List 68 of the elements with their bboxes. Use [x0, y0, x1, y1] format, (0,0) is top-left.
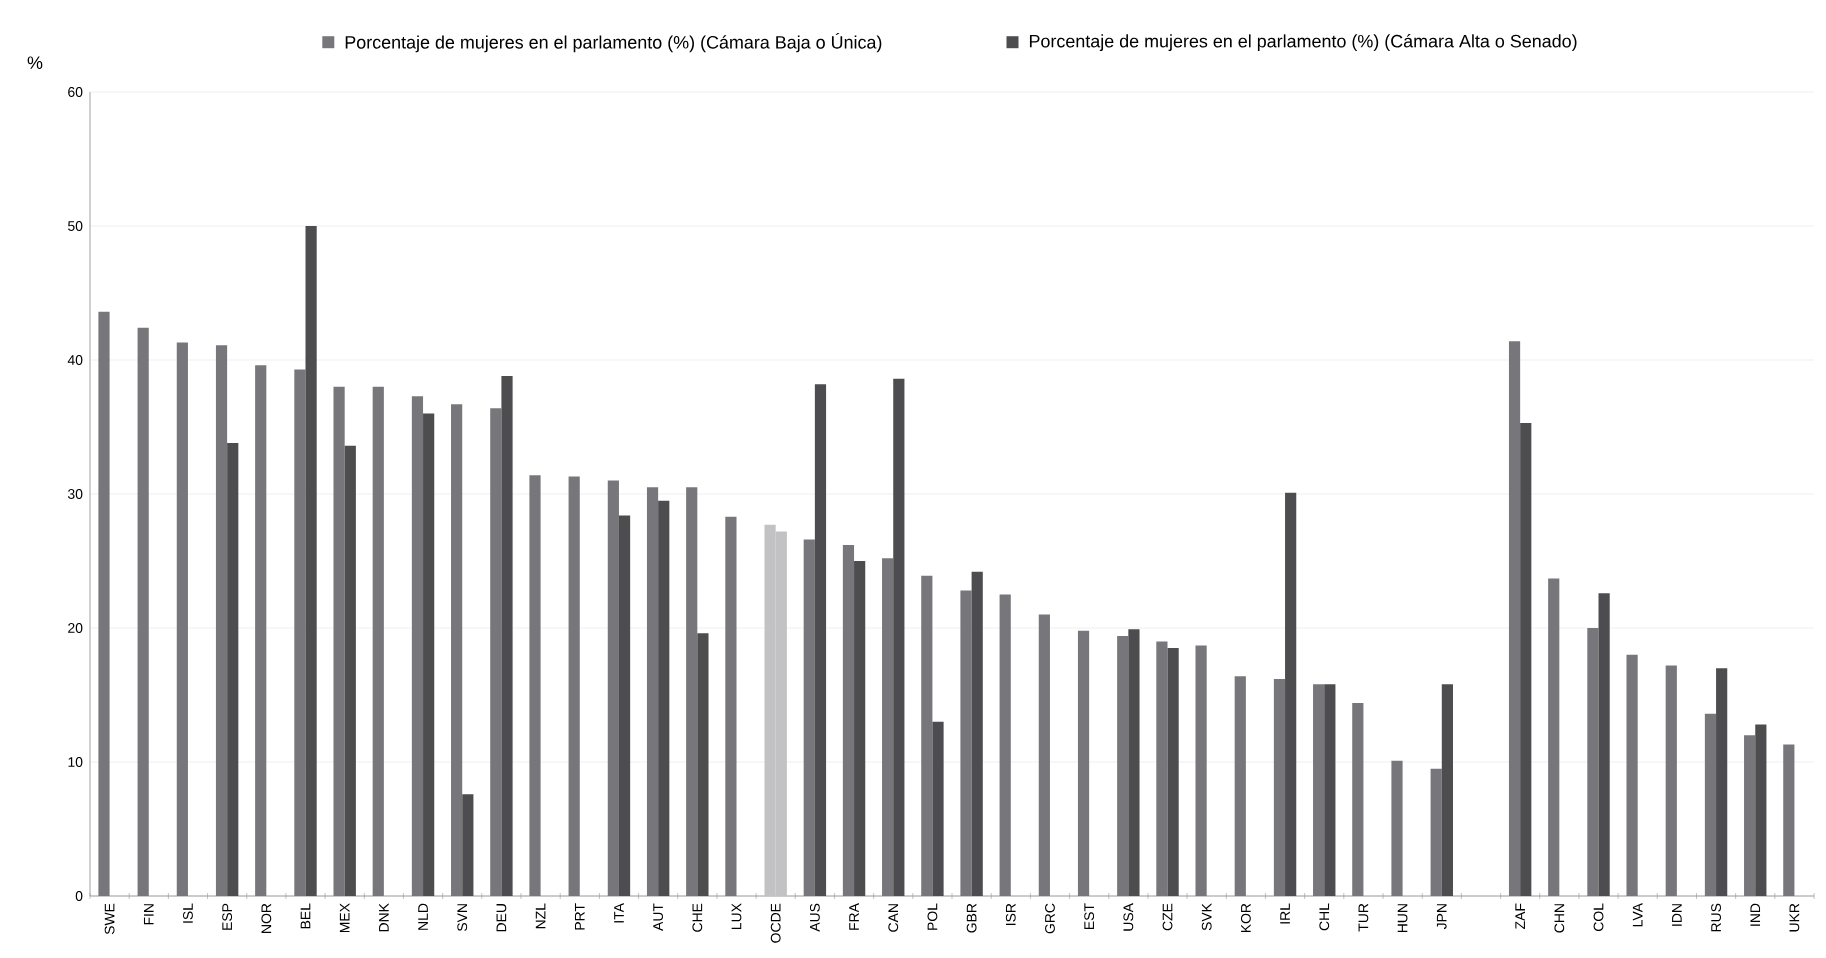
bar [686, 487, 698, 896]
bar [372, 386, 384, 896]
bar [1783, 744, 1795, 896]
bar [462, 794, 474, 896]
bar [960, 590, 972, 896]
bar [1038, 614, 1050, 896]
bar [1665, 665, 1677, 896]
bar [646, 487, 659, 896]
bar [305, 226, 317, 896]
bar [294, 369, 306, 896]
bar [1273, 678, 1286, 896]
bar [568, 476, 580, 896]
bar [411, 396, 424, 896]
bar [1156, 641, 1168, 896]
bar [98, 311, 110, 896]
legend-label: Porcentaje de mujeres en el parlamento (%) (Cámara Alta o Senado) [1029, 34, 1577, 52]
bar [1626, 654, 1638, 896]
bar [921, 575, 933, 896]
bar [842, 544, 855, 896]
bar [451, 404, 463, 896]
bar [1548, 578, 1560, 896]
bar [255, 365, 267, 896]
bar [607, 480, 619, 896]
bar [227, 443, 239, 896]
bar [529, 475, 541, 896]
bar [999, 594, 1011, 896]
bar [971, 571, 983, 896]
bar [137, 327, 149, 896]
bar [1117, 636, 1129, 896]
bar [1313, 684, 1325, 896]
bar [490, 408, 502, 896]
bar [1234, 676, 1246, 896]
legend-label: Porcentaje de mujeres en el parlamento (%) (Cámara Baja o Única) [345, 32, 882, 53]
bar [882, 558, 894, 896]
bar [215, 345, 228, 896]
bar [1520, 422, 1532, 896]
bar [932, 721, 944, 896]
bar [658, 500, 670, 896]
bar [803, 539, 815, 896]
bar [1077, 630, 1090, 896]
y-axis-title: % [27, 56, 43, 69]
bar [618, 515, 631, 896]
bar [893, 378, 905, 896]
bar [501, 376, 513, 896]
bar [176, 342, 188, 896]
bar [854, 561, 866, 896]
bar [1598, 593, 1610, 896]
bar [1352, 703, 1364, 896]
bar [1285, 492, 1297, 896]
bar [1167, 648, 1179, 896]
bar [423, 413, 435, 896]
bar [1716, 668, 1728, 896]
bar [1755, 724, 1767, 896]
bar [697, 633, 709, 896]
bar [333, 386, 345, 896]
bar [1324, 684, 1336, 896]
bar [1704, 713, 1717, 896]
bar [1441, 684, 1453, 896]
bar [1195, 645, 1207, 896]
bar [344, 445, 356, 896]
bar [1391, 760, 1403, 896]
bar [1744, 735, 1756, 896]
bar [1587, 628, 1599, 896]
bar [814, 384, 827, 896]
bar [725, 516, 737, 896]
bar [1128, 629, 1140, 896]
bar [1430, 768, 1442, 896]
bar [1508, 341, 1521, 896]
